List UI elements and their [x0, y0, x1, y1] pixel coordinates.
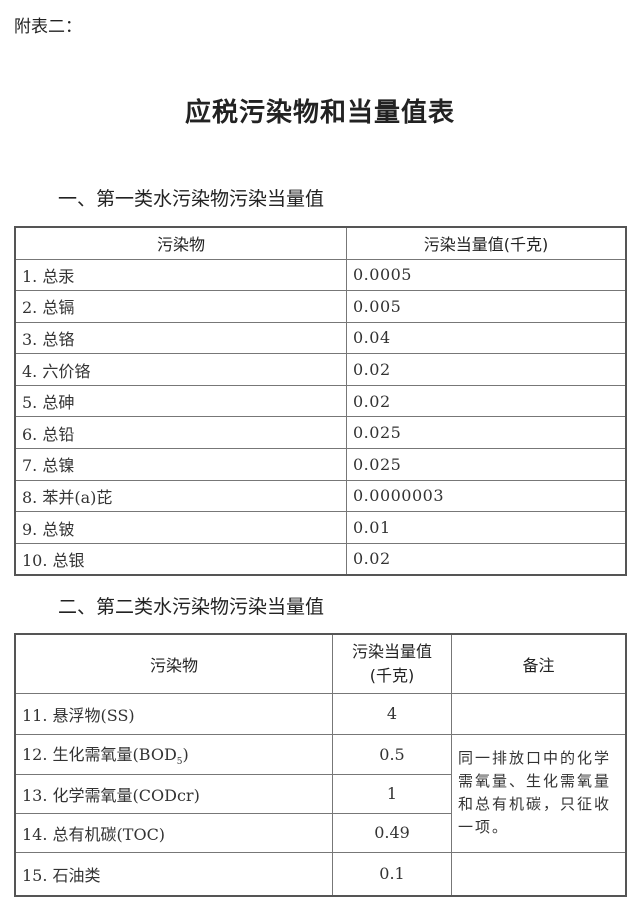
header-pollutant: 污染物	[14, 226, 347, 260]
pollutant-name: 12. 生化需氧量(BOD5)	[14, 733, 333, 775]
table-row: 2. 总镉 0.005	[14, 290, 627, 323]
remark-note: 同一排放口中的化学需氧量、生化需氧量和总有机碳，只征收一项。	[451, 733, 627, 853]
pollutant-name: 9. 总铍	[14, 511, 347, 544]
table-header-row: 污染物 污染当量值 (千克) 备注	[14, 633, 627, 694]
table-row: 3. 总铬 0.04	[14, 321, 627, 355]
equivalent-value: 4	[332, 692, 452, 735]
table-row: 6. 总铅 0.025	[14, 416, 627, 450]
table-header-row: 污染物 污染当量值(千克)	[14, 226, 627, 260]
table-row: 7. 总镍 0.025	[14, 448, 627, 481]
pollutant-name-end: )	[182, 744, 189, 764]
pollutant-name: 2. 总镉	[14, 290, 347, 323]
table-row: 5. 总砷 0.02	[14, 384, 627, 418]
pollutant-name: 1. 总汞	[14, 258, 347, 292]
equivalent-value: 0.025	[346, 416, 627, 450]
header-equivalent-line1: 污染当量值	[351, 641, 432, 661]
equivalent-value: 0.01	[346, 511, 627, 544]
header-equivalent: 污染当量值 (千克)	[332, 633, 452, 694]
page-title: 应税污染物和当量值表	[184, 98, 455, 128]
pollutant-name: 14. 总有机碳(TOC)	[14, 812, 333, 853]
header-remarks: 备注	[451, 633, 627, 694]
pollutant-name: 13. 化学需氧量(CODcr)	[14, 773, 333, 814]
pollutant-name: 11. 悬浮物(SS)	[14, 692, 333, 735]
table-row: 13. 化学需氧量(CODcr) 1	[14, 773, 626, 814]
section2-heading: 二、第二类水污染物污染当量值	[58, 596, 325, 618]
equivalent-value: 0.0000003	[346, 479, 627, 513]
pollutant-name: 8. 苯并(a)芘	[14, 479, 347, 513]
table-row: 8. 苯并(a)芘 0.0000003	[14, 479, 627, 513]
table-row: 10. 总银 0.02	[14, 542, 627, 576]
equivalent-value: 0.005	[346, 290, 627, 323]
equivalent-value: 0.49	[332, 812, 452, 853]
equivalent-value: 0.02	[346, 353, 627, 386]
table-first-class-pollutants: 污染物 污染当量值(千克) 1. 总汞 0.0005 2. 总镉 0.005 3. 总铬…	[14, 226, 627, 576]
pollutant-name: 6. 总铅	[14, 416, 347, 450]
pollutant-name: 15. 石油类	[14, 851, 333, 897]
header-equivalent: 污染当量值(千克)	[346, 226, 627, 260]
remark-empty	[451, 851, 627, 897]
pollutant-name: 7. 总镍	[14, 448, 347, 481]
table-row: 14. 总有机碳(TOC) 0.49	[14, 812, 626, 853]
equivalent-value: 0.02	[346, 542, 627, 576]
pollutant-name: 4. 六价铬	[14, 353, 347, 386]
annex-label: 附表二：	[14, 17, 82, 37]
remark-empty	[451, 692, 627, 735]
pollutant-name-main: 12. 生化需氧量(BOD	[22, 744, 177, 764]
equivalent-value: 0.025	[346, 448, 627, 481]
equivalent-value: 0.5	[332, 733, 452, 775]
pollutant-name-subscript: 5	[176, 757, 183, 768]
table-row: 15. 石油类 0.1	[14, 851, 627, 897]
header-equivalent-line2: (千克)	[369, 665, 415, 685]
equivalent-value: 0.0005	[346, 258, 627, 292]
section1-heading: 一、第一类水污染物污染当量值	[58, 188, 325, 210]
table-second-class-pollutants: 污染物 污染当量值 (千克) 备注 11. 悬浮物(SS) 4 12. 生化需氧量…	[14, 633, 627, 897]
pollutant-name: 3. 总铬	[14, 321, 347, 355]
equivalent-value: 0.02	[346, 384, 627, 418]
table-row: 4. 六价铬 0.02	[14, 353, 627, 386]
pollutant-name: 10. 总银	[14, 542, 347, 576]
table-row: 1. 总汞 0.0005	[14, 258, 627, 292]
table-row: 12. 生化需氧量(BOD5) 0.5 同一排放口中的化学需氧量、生化需氧量和总…	[14, 733, 627, 853]
equivalent-value: 0.1	[332, 851, 452, 897]
equivalent-value: 1	[332, 773, 452, 814]
equivalent-value: 0.04	[346, 321, 627, 355]
table-row: 11. 悬浮物(SS) 4	[14, 692, 627, 735]
header-pollutant: 污染物	[14, 633, 333, 694]
table-row: 9. 总铍 0.01	[14, 511, 627, 544]
pollutant-name: 5. 总砷	[14, 384, 347, 418]
